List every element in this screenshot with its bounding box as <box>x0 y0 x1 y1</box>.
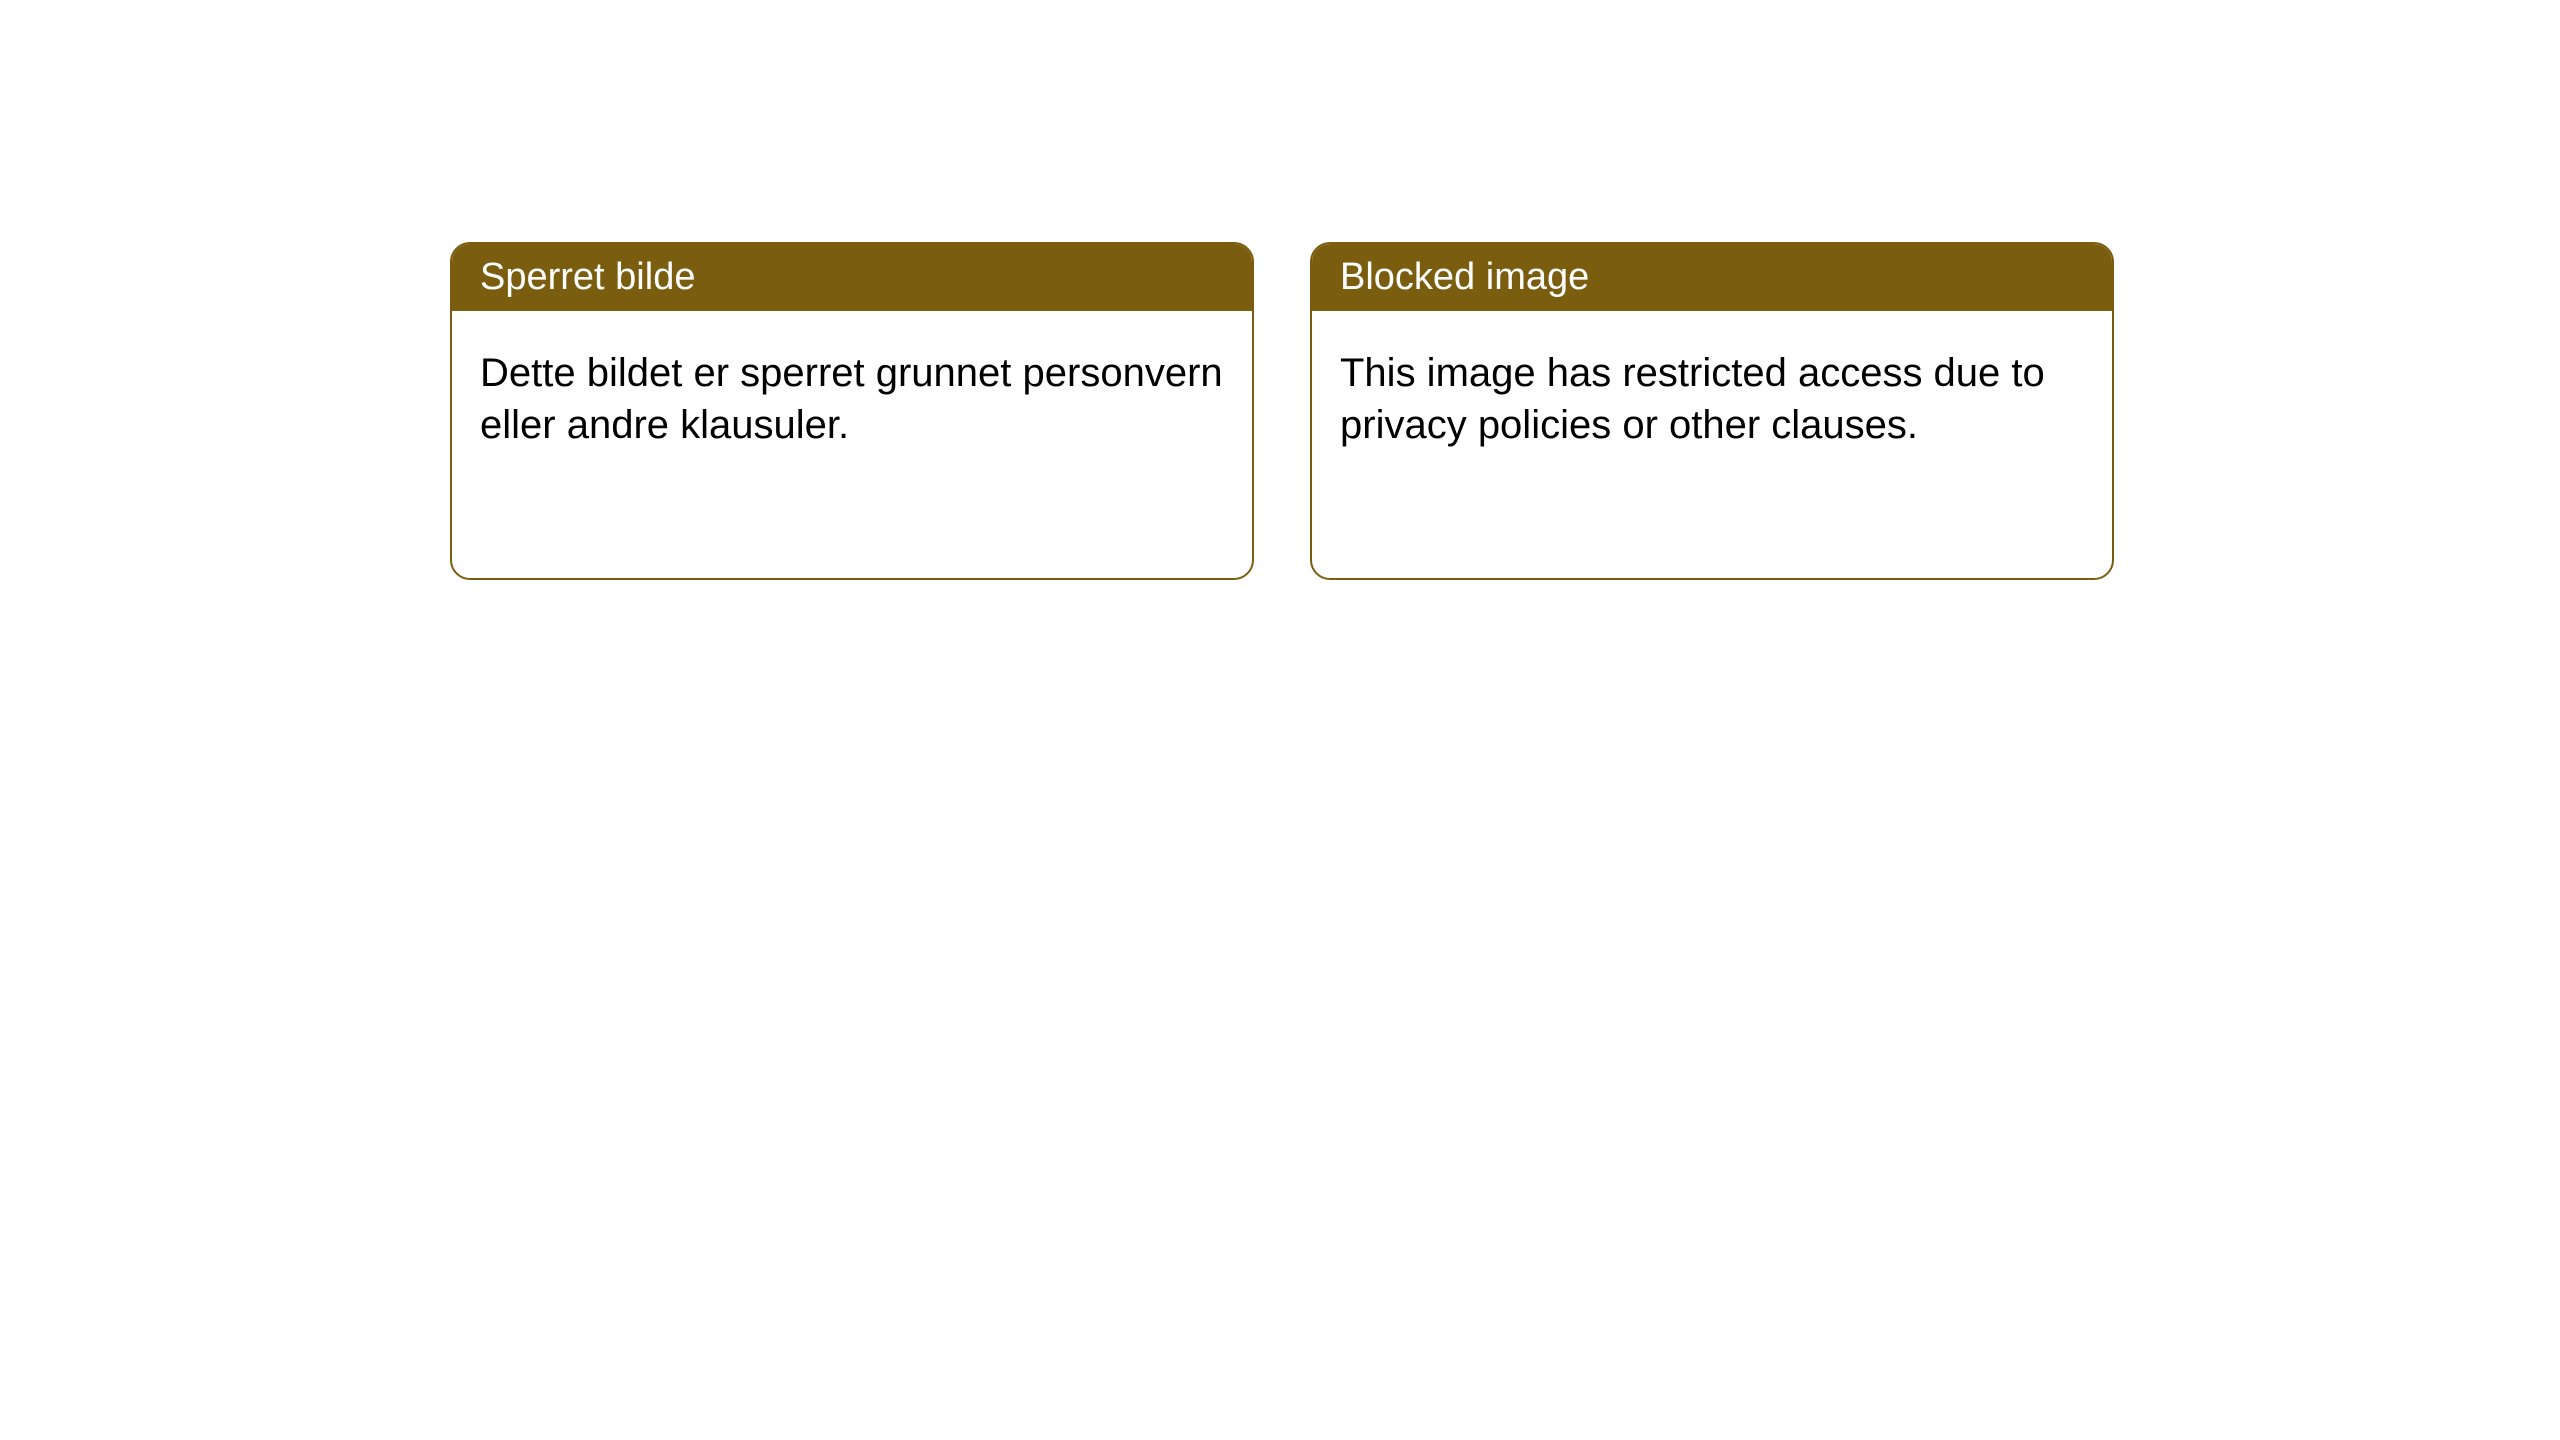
notice-container: Sperret bilde Dette bildet er sperret gr… <box>450 242 2114 580</box>
notice-body: Dette bildet er sperret grunnet personve… <box>452 311 1252 487</box>
notice-card-norwegian: Sperret bilde Dette bildet er sperret gr… <box>450 242 1254 580</box>
notice-text: Dette bildet er sperret grunnet personve… <box>480 351 1223 447</box>
notice-title: Sperret bilde <box>480 256 695 298</box>
notice-text: This image has restricted access due to … <box>1340 351 2045 447</box>
notice-header: Sperret bilde <box>452 244 1252 311</box>
notice-header: Blocked image <box>1312 244 2112 311</box>
notice-title: Blocked image <box>1340 256 1589 298</box>
notice-body: This image has restricted access due to … <box>1312 311 2112 487</box>
notice-card-english: Blocked image This image has restricted … <box>1310 242 2114 580</box>
